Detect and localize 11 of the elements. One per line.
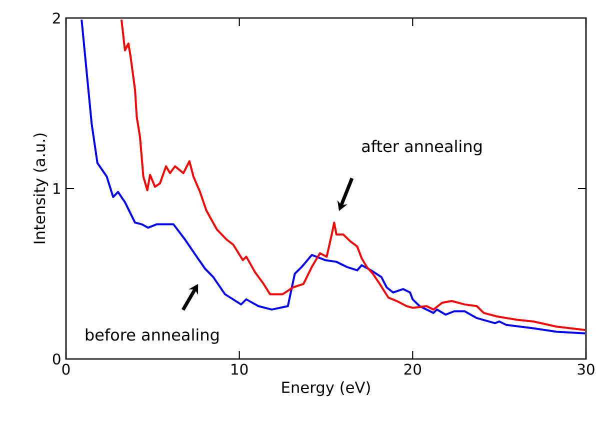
x-tick-label: 20 [404, 364, 422, 375]
x-tick-label: 10 [232, 364, 248, 375]
x-axis-title: Energy (eV) [282, 381, 370, 396]
annotation: before annealing [86, 328, 219, 344]
y-axis-title: Intensity (a.u.) [33, 134, 48, 244]
y-tick-label: 1 [54, 183, 60, 194]
y-tick-label: 0 [52, 353, 60, 365]
x-tick-label: 30 [578, 364, 594, 375]
annotation: after annealing [362, 140, 482, 156]
y-tick-label: 2 [53, 12, 60, 24]
x-tick-label: 0 [62, 364, 70, 375]
